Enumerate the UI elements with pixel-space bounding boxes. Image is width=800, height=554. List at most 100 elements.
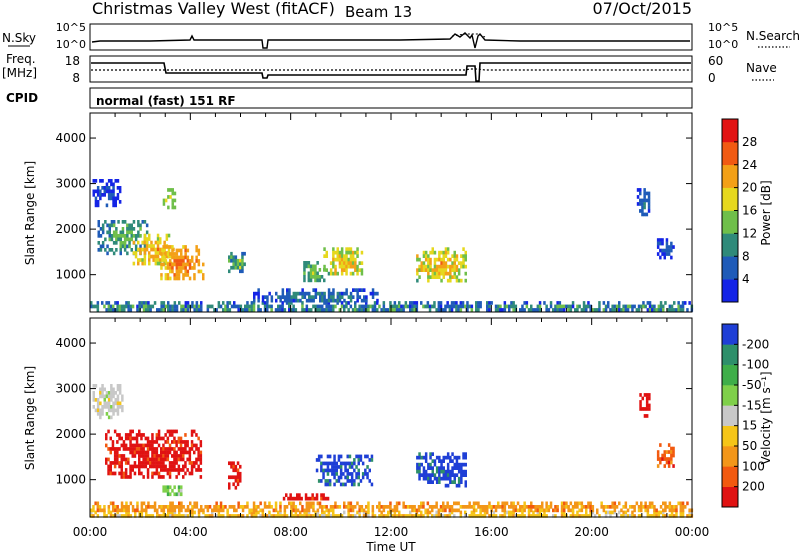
- echo-cell: [657, 514, 661, 518]
- echo-cell: [437, 301, 441, 305]
- echo-cell: [350, 465, 354, 469]
- echo-cell: [433, 473, 437, 477]
- echo-cell: [655, 510, 658, 515]
- echo-cell: [361, 461, 365, 466]
- echo-cell: [446, 452, 450, 456]
- echo-cell: [261, 298, 265, 303]
- echo-cell: [455, 473, 459, 477]
- echo-cell: [404, 505, 408, 509]
- echo-cell: [322, 461, 325, 466]
- echo-cell: [197, 304, 201, 309]
- echo-cell: [349, 514, 353, 518]
- echo-cell: [145, 237, 149, 241]
- echo-cell: [175, 505, 179, 509]
- echo-cell: [530, 304, 533, 309]
- echo-cell: [303, 510, 306, 515]
- echo-cell: [98, 508, 102, 513]
- echo-cell: [105, 461, 108, 465]
- echo-cell: [591, 510, 595, 515]
- echo-cell: [175, 443, 178, 448]
- echo-cell: [538, 505, 542, 509]
- echo-cell: [688, 301, 691, 305]
- echo-cell: [667, 248, 671, 253]
- echo-cell: [457, 268, 461, 272]
- echo-cell: [142, 308, 146, 312]
- echo-cell: [453, 257, 456, 262]
- echo-cell: [578, 304, 581, 309]
- echo-cell: [106, 230, 109, 235]
- velocity-echo-map: [90, 384, 694, 518]
- echo-cell: [129, 440, 132, 444]
- echo-cell: [303, 264, 306, 269]
- echo-cell: [150, 247, 153, 252]
- echo-cell: [475, 514, 478, 518]
- echo-cell: [173, 301, 177, 305]
- echo-cell: [300, 496, 303, 501]
- echo-cell: [530, 514, 533, 518]
- echo-cell: [319, 295, 322, 299]
- echo-cell: [424, 455, 428, 460]
- echo-cell: [589, 308, 592, 312]
- echo-cell: [105, 203, 109, 208]
- echo-cell: [151, 457, 154, 462]
- echo-cell: [94, 304, 97, 309]
- echo-cell: [512, 510, 515, 515]
- echo-cell: [259, 308, 262, 312]
- echo-cell: [160, 450, 163, 455]
- echo-cell: [103, 304, 106, 309]
- echo-cell: [137, 223, 140, 228]
- echo-cell: [146, 457, 150, 462]
- echo-cell: [647, 209, 651, 213]
- echo-cell: [636, 188, 640, 192]
- echo-cell: [665, 248, 669, 253]
- echo-cell: [681, 510, 685, 515]
- echo-cell: [92, 398, 95, 402]
- echo-cell: [490, 301, 493, 305]
- echo-cell: [437, 304, 441, 309]
- echo-cell: [151, 505, 155, 509]
- echo-cell: [239, 478, 242, 483]
- echo-cell: [307, 508, 311, 513]
- echo-cell: [169, 262, 172, 267]
- echo-cell: [643, 407, 647, 411]
- echo-cell: [322, 472, 325, 476]
- echo-cell: [92, 505, 95, 509]
- echo-cell: [444, 483, 448, 488]
- echo-cell: [252, 505, 256, 509]
- echo-cell: [459, 510, 463, 515]
- echo-cell: [424, 304, 427, 309]
- echo-cell: [424, 254, 428, 258]
- echo-cell: [112, 514, 115, 518]
- echo-cell: [107, 394, 111, 399]
- echo-cell: [391, 508, 394, 513]
- echo-cell: [116, 401, 120, 406]
- echo-cell: [232, 461, 235, 466]
- echo-cell: [116, 508, 119, 513]
- echo-cell: [400, 304, 403, 309]
- echo-cell: [663, 252, 666, 256]
- echo-cell: [281, 291, 285, 296]
- echo-cell: [316, 304, 320, 309]
- echo-cell: [670, 510, 674, 515]
- echo-cell: [333, 454, 336, 459]
- echo-cell: [186, 262, 190, 267]
- echo-cell: [226, 514, 229, 518]
- echo-cell: [232, 464, 235, 469]
- echo-cell: [120, 443, 123, 448]
- echo-cell: [169, 501, 172, 506]
- echo-cell: [236, 262, 240, 267]
- echo-cell: [310, 501, 313, 506]
- echo-cell: [365, 304, 368, 309]
- echo-cell: [111, 440, 115, 444]
- echo-cell: [651, 505, 654, 509]
- echo-cell: [197, 450, 200, 455]
- echo-cell: [437, 508, 441, 513]
- echo-cell: [113, 454, 117, 458]
- echo-cell: [112, 408, 115, 413]
- echo-cell: [303, 278, 306, 283]
- echo-cell: [175, 266, 179, 270]
- echo-cell: [232, 265, 235, 270]
- echo-cell: [190, 464, 194, 469]
- echo-cell: [204, 505, 207, 509]
